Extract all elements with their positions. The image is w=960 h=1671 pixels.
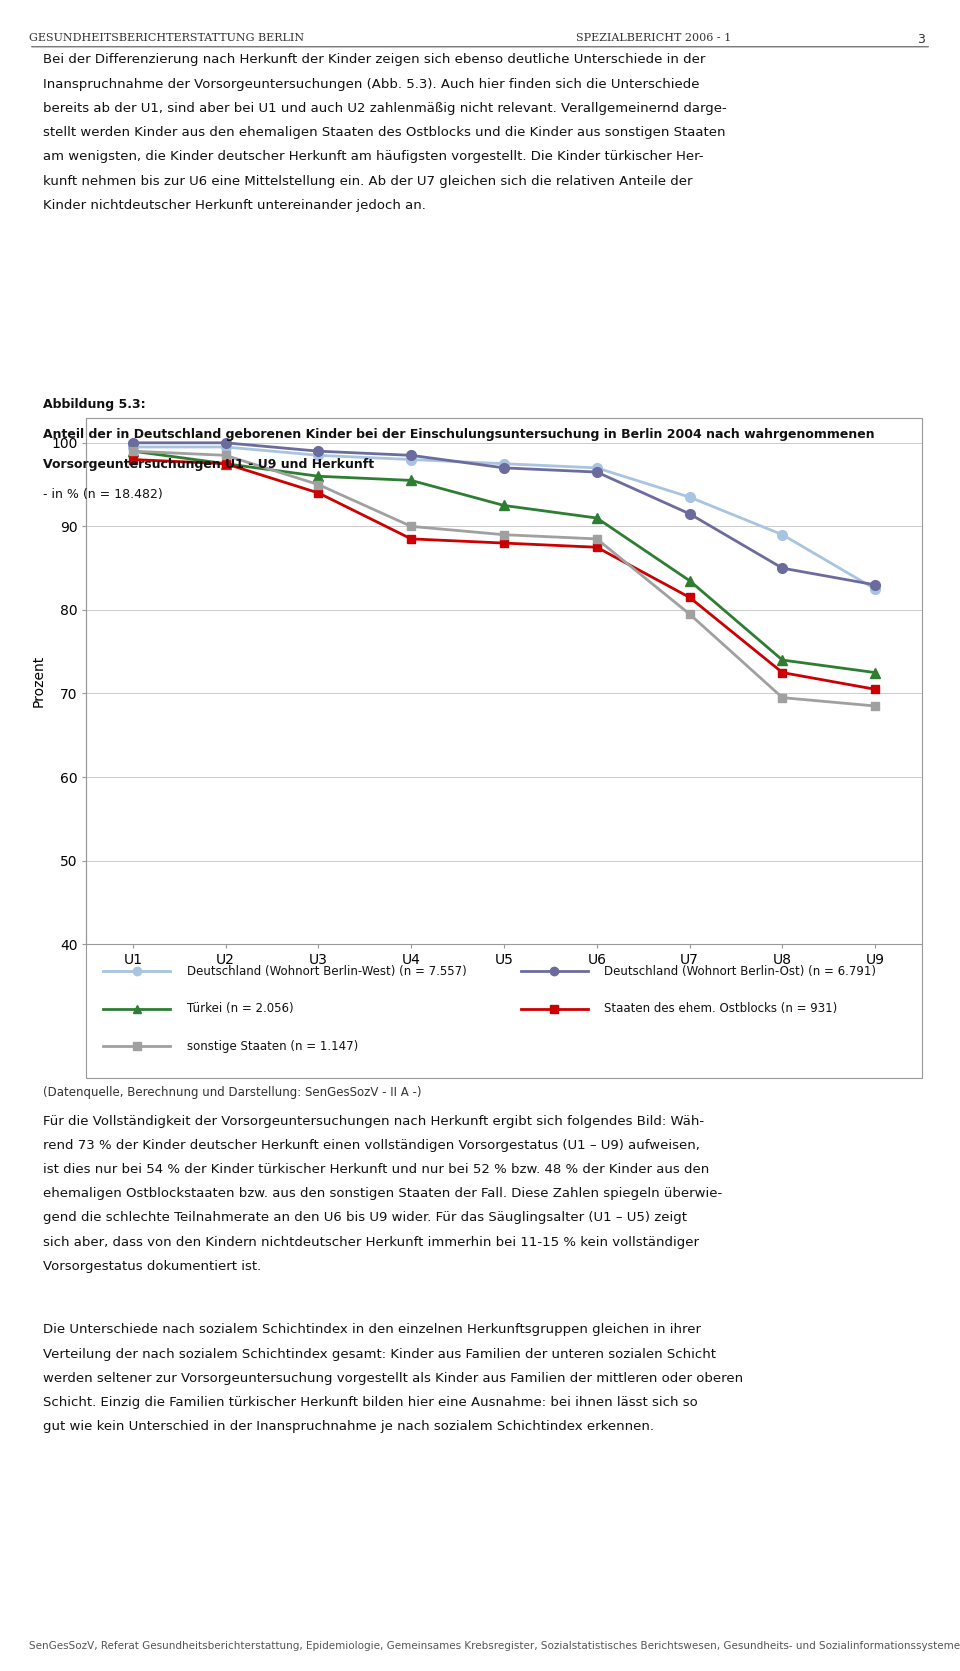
- Text: SenGesSozV, Referat Gesundheitsberichterstattung, Epidemiologie, Gemeinsames Kre: SenGesSozV, Referat Gesundheitsberichter…: [29, 1641, 960, 1651]
- Text: - in % (n = 18.482): - in % (n = 18.482): [43, 488, 163, 501]
- Text: Anteil der in Deutschland geborenen Kinder bei der Einschulungsuntersuchung in B: Anteil der in Deutschland geborenen Kind…: [43, 428, 875, 441]
- Text: Verteilung der nach sozialem Schichtindex gesamt: Kinder aus Familien der untere: Verteilung der nach sozialem Schichtinde…: [43, 1347, 716, 1360]
- Text: Abbildung 5.3:: Abbildung 5.3:: [43, 398, 146, 411]
- Text: am wenigsten, die Kinder deutscher Herkunft am häufigsten vorgestellt. Die Kinde: am wenigsten, die Kinder deutscher Herku…: [43, 150, 704, 164]
- Text: sich aber, dass von den Kindern nichtdeutscher Herkunft immerhin bei 11-15 % kei: sich aber, dass von den Kindern nichtdeu…: [43, 1237, 699, 1248]
- Text: Türkei (n = 2.056): Türkei (n = 2.056): [186, 1003, 293, 1016]
- Text: stellt werden Kinder aus den ehemaligen Staaten des Ostblocks und die Kinder aus: stellt werden Kinder aus den ehemaligen …: [43, 127, 726, 139]
- Text: gend die schlechte Teilnahmerate an den U6 bis U9 wider. Für das Säuglingsalter : gend die schlechte Teilnahmerate an den …: [43, 1211, 687, 1225]
- Text: Deutschland (Wohnort Berlin-Ost) (n = 6.791): Deutschland (Wohnort Berlin-Ost) (n = 6.…: [604, 964, 876, 978]
- Text: bereits ab der U1, sind aber bei U1 und auch U2 zahlenmäßig nicht relevant. Vera: bereits ab der U1, sind aber bei U1 und …: [43, 102, 727, 115]
- Text: (Datenquelle, Berechnung und Darstellung: SenGesSozV - II A -): (Datenquelle, Berechnung und Darstellung…: [43, 1086, 421, 1100]
- Text: GESUNDHEITSBERICHTERSTATTUNG BERLIN: GESUNDHEITSBERICHTERSTATTUNG BERLIN: [29, 33, 304, 43]
- Text: Kinder nichtdeutscher Herkunft untereinander jedoch an.: Kinder nichtdeutscher Herkunft untereina…: [43, 199, 426, 212]
- Text: SPEZIALBERICHT 2006 - 1: SPEZIALBERICHT 2006 - 1: [576, 33, 732, 43]
- Text: Vorsorgestatus dokumentiert ist.: Vorsorgestatus dokumentiert ist.: [43, 1260, 261, 1273]
- Y-axis label: Prozent: Prozent: [32, 655, 45, 707]
- Text: werden seltener zur Vorsorgeuntersuchung vorgestellt als Kinder aus Familien der: werden seltener zur Vorsorgeuntersuchung…: [43, 1372, 743, 1385]
- Text: Die Unterschiede nach sozialem Schichtindex in den einzelnen Herkunftsgruppen gl: Die Unterschiede nach sozialem Schichtin…: [43, 1323, 701, 1337]
- Text: Bei der Differenzierung nach Herkunft der Kinder zeigen sich ebenso deutliche Un: Bei der Differenzierung nach Herkunft de…: [43, 53, 706, 67]
- Text: ist dies nur bei 54 % der Kinder türkischer Herkunft und nur bei 52 % bzw. 48 % : ist dies nur bei 54 % der Kinder türkisc…: [43, 1163, 709, 1176]
- Text: gut wie kein Unterschied in der Inanspruchnahme je nach sozialem Schichtindex er: gut wie kein Unterschied in der Inanspru…: [43, 1420, 654, 1434]
- Text: 3: 3: [917, 33, 924, 47]
- Text: kunft nehmen bis zur U6 eine Mittelstellung ein. Ab der U7 gleichen sich die rel: kunft nehmen bis zur U6 eine Mittelstell…: [43, 175, 693, 187]
- Text: Schicht. Einzig die Familien türkischer Herkunft bilden hier eine Ausnahme: bei : Schicht. Einzig die Familien türkischer …: [43, 1397, 698, 1409]
- Text: sonstige Staaten (n = 1.147): sonstige Staaten (n = 1.147): [186, 1039, 358, 1053]
- Text: rend 73 % der Kinder deutscher Herkunft einen vollständigen Vorsorgestatus (U1 –: rend 73 % der Kinder deutscher Herkunft …: [43, 1140, 700, 1151]
- Text: Für die Vollständigkeit der Vorsorgeuntersuchungen nach Herkunft ergibt sich fol: Für die Vollständigkeit der Vorsorgeunte…: [43, 1115, 705, 1128]
- Text: Vorsorgeuntersuchungen U1 - U9 und Herkunft: Vorsorgeuntersuchungen U1 - U9 und Herku…: [43, 458, 374, 471]
- Text: ehemaligen Ostblockstaaten bzw. aus den sonstigen Staaten der Fall. Diese Zahlen: ehemaligen Ostblockstaaten bzw. aus den …: [43, 1186, 723, 1200]
- Text: Deutschland (Wohnort Berlin-West) (n = 7.557): Deutschland (Wohnort Berlin-West) (n = 7…: [186, 964, 467, 978]
- Text: Staaten des ehem. Ostblocks (n = 931): Staaten des ehem. Ostblocks (n = 931): [604, 1003, 837, 1016]
- Text: Inanspruchnahme der Vorsorgeuntersuchungen (Abb. 5.3). Auch hier finden sich die: Inanspruchnahme der Vorsorgeuntersuchung…: [43, 77, 700, 90]
